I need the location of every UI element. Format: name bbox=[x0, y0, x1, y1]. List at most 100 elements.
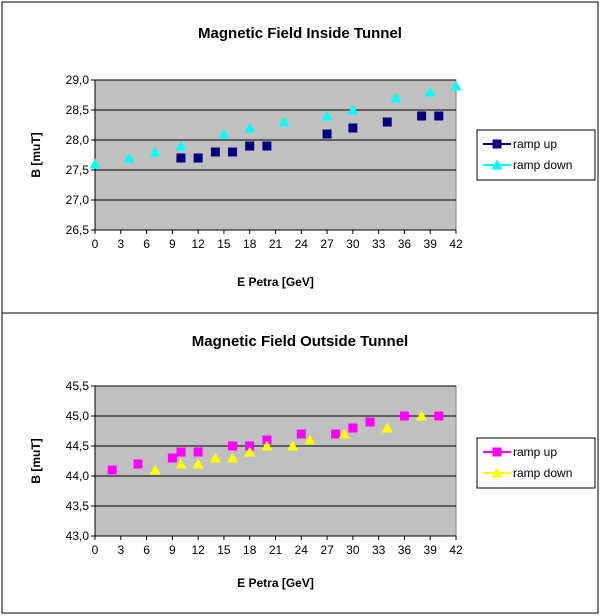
data-point bbox=[123, 152, 135, 163]
y-tick-label: 28,0 bbox=[66, 133, 90, 147]
x-tick-label: 36 bbox=[398, 237, 412, 251]
x-tick-label: 42 bbox=[449, 543, 463, 557]
x-tick-label: 18 bbox=[243, 543, 257, 557]
chart-2: Magnetic Field Outside Tunnel 43,0 43,5 44,… bbox=[1, 312, 599, 614]
data-point bbox=[287, 440, 299, 451]
series-triangle bbox=[89, 80, 462, 169]
data-point bbox=[331, 429, 341, 439]
data-point bbox=[149, 464, 161, 475]
y-tick-label: 27,0 bbox=[66, 193, 90, 207]
data-point bbox=[381, 422, 393, 433]
data-point bbox=[390, 92, 402, 103]
chart-title: Magnetic Field Outside Tunnel bbox=[192, 333, 408, 350]
legend: ramp up ramp down bbox=[476, 437, 596, 489]
data-point bbox=[434, 111, 444, 121]
data-point bbox=[434, 411, 444, 421]
data-point bbox=[192, 458, 204, 469]
y-tick-label: 44,0 bbox=[66, 469, 90, 483]
data-point bbox=[347, 104, 359, 115]
legend-label: ramp down bbox=[513, 158, 572, 172]
legend-marker bbox=[491, 467, 503, 478]
data-point bbox=[261, 440, 273, 451]
series-square bbox=[107, 411, 444, 475]
x-tick-label: 3 bbox=[117, 237, 124, 251]
data-point bbox=[338, 428, 350, 439]
data-point bbox=[417, 111, 427, 121]
y-tick-label: 29,0 bbox=[66, 73, 90, 87]
legend-box bbox=[476, 437, 596, 489]
x-tick-label: 6 bbox=[143, 237, 150, 251]
plot-area bbox=[94, 79, 457, 231]
legend-marker bbox=[492, 447, 502, 457]
legend-label: ramp up bbox=[513, 137, 557, 151]
x-tick-label: 6 bbox=[143, 543, 150, 557]
data-point bbox=[149, 146, 161, 157]
data-point bbox=[228, 441, 238, 451]
data-point bbox=[228, 147, 238, 157]
data-point bbox=[175, 140, 187, 151]
y-tick-label: 45,0 bbox=[66, 409, 90, 423]
series-triangle bbox=[149, 410, 428, 475]
y-axis-label: B [muT] bbox=[29, 132, 43, 177]
data-point bbox=[321, 110, 333, 121]
data-point bbox=[278, 116, 290, 127]
x-tick-label: 9 bbox=[169, 237, 176, 251]
data-point bbox=[107, 465, 117, 475]
x-tick-label: 21 bbox=[269, 237, 283, 251]
x-tick-label: 33 bbox=[372, 543, 386, 557]
x-tick-label: 30 bbox=[346, 237, 360, 251]
data-point bbox=[176, 447, 186, 457]
legend-marker bbox=[492, 139, 502, 149]
data-point bbox=[304, 434, 316, 445]
data-point bbox=[176, 153, 186, 163]
legend-marker bbox=[491, 159, 503, 170]
x-tick-label: 30 bbox=[346, 543, 360, 557]
data-point bbox=[382, 117, 392, 127]
data-point bbox=[365, 417, 375, 427]
x-tick-label: 3 bbox=[117, 543, 124, 557]
legend-box bbox=[476, 129, 596, 181]
data-point bbox=[175, 458, 187, 469]
data-point bbox=[133, 459, 143, 469]
x-tick-label: 27 bbox=[320, 237, 334, 251]
data-point bbox=[416, 410, 428, 421]
legend-label: ramp up bbox=[513, 445, 557, 459]
x-tick-label: 24 bbox=[295, 543, 309, 557]
data-point bbox=[348, 123, 358, 133]
x-tick-label: 12 bbox=[191, 237, 205, 251]
data-point bbox=[245, 141, 255, 151]
data-point bbox=[227, 452, 239, 463]
data-point bbox=[193, 153, 203, 163]
x-axis-label: E Petra [GeV] bbox=[237, 275, 314, 289]
data-point bbox=[348, 423, 358, 433]
data-point bbox=[262, 435, 272, 445]
data-point bbox=[244, 446, 256, 457]
data-point bbox=[296, 429, 306, 439]
y-tick-label: 43,0 bbox=[66, 529, 90, 543]
x-tick-label: 12 bbox=[191, 543, 205, 557]
y-axis-label: B [muT] bbox=[29, 438, 43, 483]
series-square bbox=[176, 111, 444, 163]
data-point bbox=[218, 128, 230, 139]
y-tick-label: 43,5 bbox=[66, 499, 90, 513]
x-tick-label: 39 bbox=[424, 237, 438, 251]
x-tick-label: 9 bbox=[169, 543, 176, 557]
x-tick-label: 0 bbox=[92, 237, 99, 251]
y-tick-label: 28,5 bbox=[66, 103, 90, 117]
x-tick-label: 33 bbox=[372, 237, 386, 251]
chart-title: Magnetic Field Inside Tunnel bbox=[198, 25, 402, 42]
y-tick-label: 26,5 bbox=[66, 223, 90, 237]
data-point bbox=[450, 80, 462, 91]
data-point bbox=[244, 122, 256, 133]
legend: ramp up ramp down bbox=[476, 129, 596, 181]
chart-1: Magnetic Field Inside Tunnel 26,5 27,0 27,5… bbox=[1, 1, 599, 314]
data-point bbox=[245, 441, 255, 451]
x-tick-label: 27 bbox=[320, 543, 334, 557]
data-point bbox=[424, 86, 436, 97]
legend-label: ramp down bbox=[513, 466, 572, 480]
data-point bbox=[210, 147, 220, 157]
plot-area bbox=[94, 385, 457, 537]
data-point bbox=[167, 453, 177, 463]
x-tick-label: 15 bbox=[217, 543, 231, 557]
